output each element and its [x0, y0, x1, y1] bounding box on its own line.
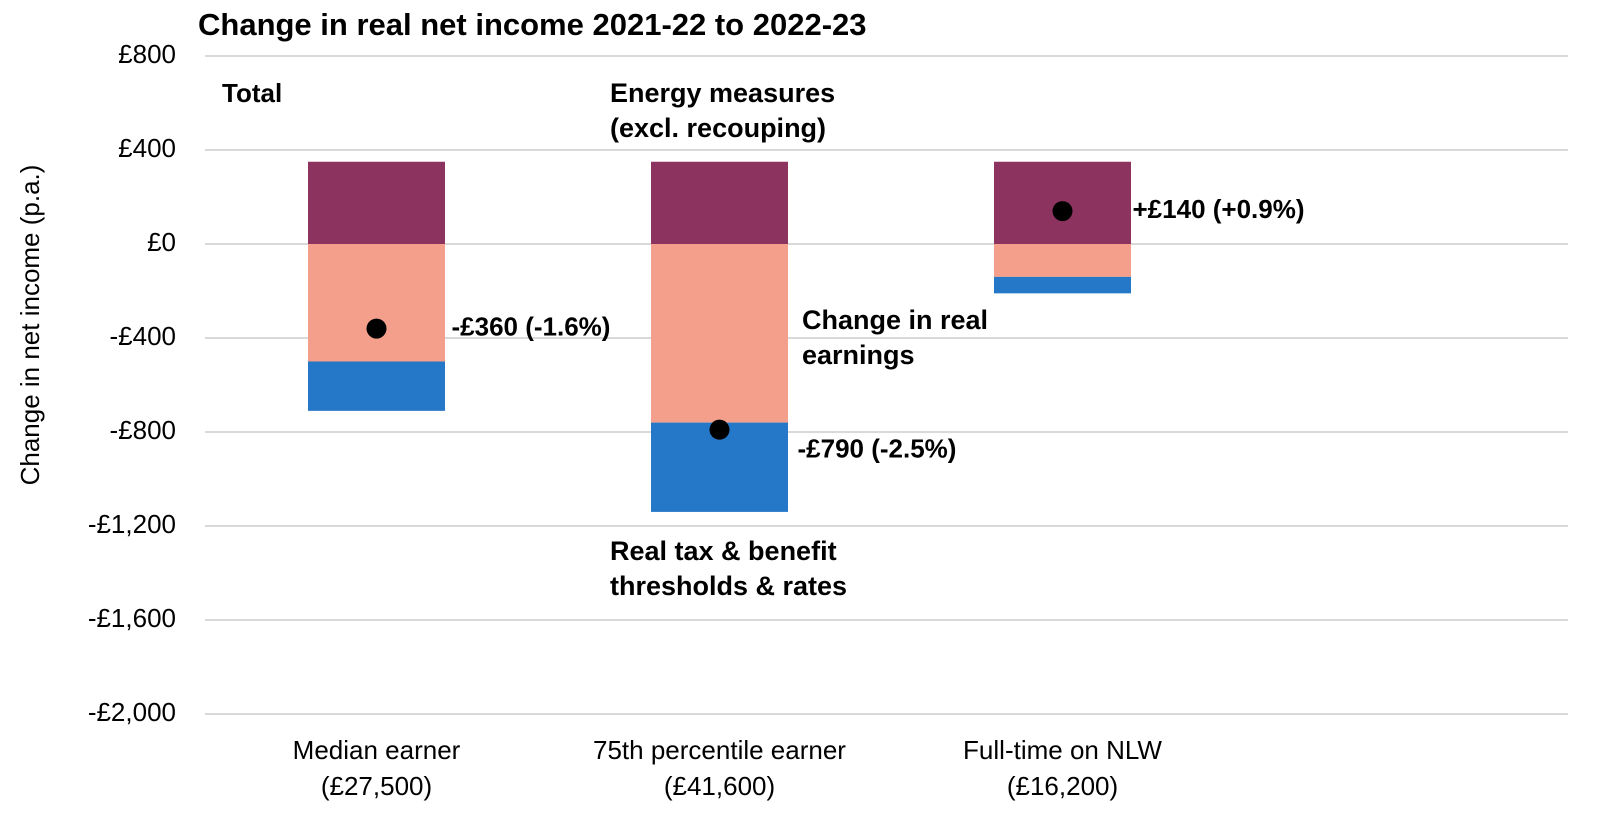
- y-tick-label: -£1,600: [88, 603, 176, 633]
- total-dot: [366, 318, 387, 339]
- y-tick-label: -£800: [110, 415, 177, 445]
- bar-segment: [308, 244, 445, 362]
- y-tick-label: £0: [147, 227, 176, 257]
- bar-segment: [651, 244, 788, 423]
- x-tick-label: (£41,600): [664, 771, 775, 801]
- legend-energy: Energy measures (excl. recouping): [610, 78, 836, 143]
- legend-earnings: Change in real earnings: [802, 305, 989, 370]
- x-tick-label: Full-time on NLW: [963, 735, 1162, 765]
- y-tick-label: -£1,200: [88, 509, 176, 539]
- x-tick-label: (£16,200): [1007, 771, 1118, 801]
- annotation: Total: [222, 78, 282, 108]
- total-label: -£790 (-2.5%): [798, 434, 957, 464]
- y-axis-label: Change in net income (p.a.): [15, 165, 45, 486]
- bar-segment: [308, 161, 445, 244]
- x-tick-label: 75th percentile earner: [593, 735, 846, 765]
- total-dot: [1052, 201, 1073, 222]
- total-dot: [709, 419, 730, 440]
- y-tick-label: -£400: [110, 321, 177, 351]
- legend-tax: Real tax & benefit thresholds & rates: [610, 536, 848, 601]
- chart-title: Change in real net income 2021-22 to 202…: [198, 7, 867, 42]
- total-label: +£140 (+0.9%): [1133, 194, 1305, 224]
- total-label: -£360 (-1.6%): [452, 311, 611, 341]
- y-tick-label: £800: [118, 39, 176, 69]
- x-tick-label: Median earner: [293, 735, 461, 765]
- bar-segment: [994, 244, 1131, 277]
- y-tick-label: -£2,000: [88, 697, 176, 727]
- bar-segment: [994, 276, 1131, 294]
- bar-segment: [308, 361, 445, 411]
- bar-segment: [651, 161, 788, 244]
- x-tick-label: (£27,500): [321, 771, 432, 801]
- y-tick-label: £400: [118, 133, 176, 163]
